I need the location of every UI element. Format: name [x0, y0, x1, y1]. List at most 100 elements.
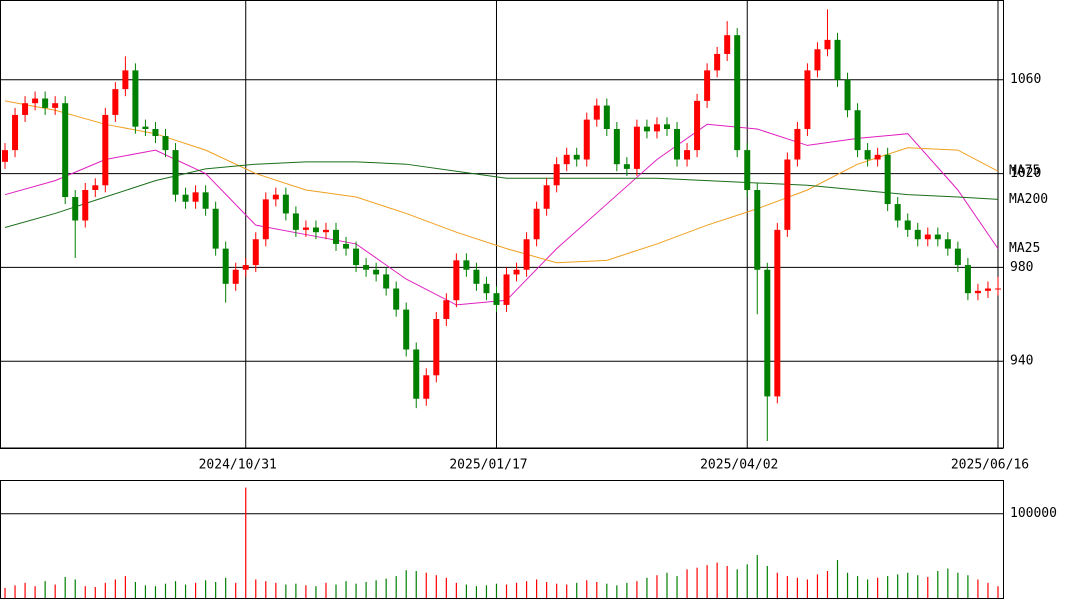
- candle-body: [413, 349, 420, 399]
- candle-body: [543, 185, 550, 209]
- candle-body: [603, 105, 610, 130]
- y-tick-label: 1020: [1010, 166, 1041, 181]
- candle-body: [242, 265, 249, 270]
- candle-body: [824, 39, 831, 50]
- candle-body: [262, 199, 269, 240]
- candle-body: [62, 103, 69, 198]
- candle-body: [914, 229, 921, 240]
- candle-body: [924, 234, 931, 240]
- candle-body: [894, 204, 901, 221]
- candle-body: [433, 318, 440, 376]
- candle-body: [232, 269, 239, 284]
- candle-body: [984, 288, 991, 291]
- candle-body: [704, 70, 711, 101]
- candle-body: [453, 260, 460, 301]
- legend-label: MA25: [1009, 241, 1040, 256]
- candle-body: [12, 114, 19, 151]
- candle-body: [142, 126, 149, 130]
- candle-body: [523, 239, 530, 270]
- candle-body: [663, 124, 670, 130]
- candle-body: [92, 185, 99, 190]
- candle-body: [954, 248, 961, 266]
- candle-body: [844, 79, 851, 111]
- candle-body: [834, 39, 841, 80]
- candle-body: [282, 194, 289, 214]
- ma-line: [4, 161, 999, 228]
- candle-body: [343, 243, 350, 249]
- candle-body: [112, 89, 119, 115]
- candle-body: [854, 110, 861, 151]
- candle-body: [934, 234, 941, 240]
- candle-body: [132, 70, 139, 127]
- candle-body: [583, 119, 590, 160]
- candle-body: [463, 260, 470, 270]
- candle-body: [864, 150, 871, 160]
- candle-body: [292, 213, 299, 230]
- y-tick-label: 1060: [1010, 72, 1041, 87]
- candle-body: [784, 159, 791, 230]
- candle-body: [483, 283, 490, 294]
- candle-body: [162, 136, 169, 151]
- ma-line: [4, 123, 999, 306]
- candle-body: [653, 124, 660, 132]
- candle-body: [333, 229, 340, 244]
- candle-body: [122, 70, 129, 90]
- candle-body: [734, 35, 741, 151]
- candle-body: [423, 375, 430, 399]
- candle-body: [252, 239, 259, 266]
- candle-body: [152, 129, 159, 137]
- candle-body: [272, 194, 279, 200]
- candle-body: [172, 150, 179, 195]
- y-tick-label: 980: [1010, 260, 1033, 275]
- candle-body: [373, 269, 380, 275]
- candle-body: [102, 114, 109, 186]
- x-tick-label: 2025/06/16: [951, 458, 1029, 473]
- legend-label: MA200: [1009, 192, 1048, 207]
- candle-body: [553, 164, 560, 186]
- candle-body: [363, 265, 370, 270]
- candle-body: [353, 248, 360, 266]
- candle-body: [904, 220, 911, 230]
- ma-line: [4, 100, 999, 264]
- candle-body: [754, 189, 761, 270]
- y-tick-label: 940: [1010, 354, 1033, 369]
- candle-body: [774, 229, 781, 397]
- candle-body: [322, 229, 329, 233]
- candle-body: [443, 300, 450, 319]
- candle-body: [694, 100, 701, 151]
- candle-body: [222, 248, 229, 284]
- candle-body: [573, 154, 580, 160]
- candle-body: [493, 293, 500, 305]
- x-tick-label: 2025/04/02: [700, 458, 778, 473]
- candle-body: [182, 194, 189, 202]
- candle-body: [513, 269, 520, 275]
- candle-body: [312, 227, 319, 233]
- candle-body: [623, 164, 630, 169]
- candle-body: [684, 150, 691, 160]
- candle-body: [744, 150, 751, 190]
- candle-body: [202, 192, 209, 209]
- price-frame: [0, 0, 1004, 449]
- candle-body: [22, 103, 29, 115]
- y-tick-label: 100000: [1010, 506, 1057, 521]
- candle-body: [724, 35, 731, 54]
- candle-body: [764, 269, 771, 397]
- candle-body: [633, 126, 640, 169]
- candle-body: [212, 208, 219, 249]
- candle-body: [643, 126, 650, 132]
- candle-body: [52, 103, 59, 108]
- candle-body: [503, 274, 510, 305]
- x-tick-label: 2024/10/31: [199, 458, 277, 473]
- candle-body: [804, 70, 811, 130]
- candle-body: [473, 269, 480, 284]
- candle-body: [714, 53, 721, 71]
- candle-body: [302, 227, 309, 230]
- candle-body: [72, 197, 79, 221]
- x-tick-label: 2025/01/17: [449, 458, 527, 473]
- candle-body: [974, 290, 981, 294]
- candle-body: [593, 105, 600, 120]
- candle-body: [964, 265, 971, 294]
- candle-body: [814, 49, 821, 71]
- candle-body: [383, 274, 390, 289]
